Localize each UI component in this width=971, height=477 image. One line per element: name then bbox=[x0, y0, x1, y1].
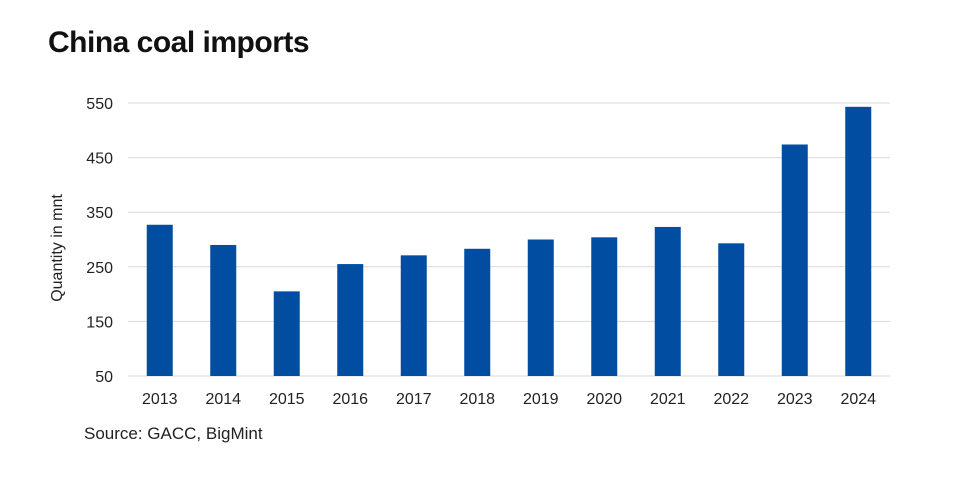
y-tick-label: 250 bbox=[86, 260, 113, 277]
source-note: Source: GACC, BigMint bbox=[84, 424, 263, 443]
x-tick-label: 2015 bbox=[269, 391, 305, 408]
bar-2020 bbox=[591, 237, 618, 376]
bar-2019 bbox=[527, 239, 554, 376]
bar-2016 bbox=[337, 264, 364, 376]
x-tick-label: 2014 bbox=[205, 391, 241, 408]
bar-2018 bbox=[464, 248, 491, 376]
gridlines bbox=[128, 102, 890, 377]
x-tick-label: 2023 bbox=[777, 391, 813, 408]
x-tick-label: 2022 bbox=[713, 391, 749, 408]
y-tick-label: 150 bbox=[86, 314, 113, 331]
x-axis-ticks: 2013 2014 2015 2016 2017 2018 2019 2020 2021 2022… bbox=[142, 391, 876, 408]
bars bbox=[146, 106, 872, 377]
y-axis-label: Quantity in mnt bbox=[49, 194, 66, 302]
bar-2015 bbox=[273, 291, 300, 376]
y-tick-label: 550 bbox=[86, 96, 113, 113]
bar-2013 bbox=[146, 224, 173, 376]
x-tick-label: 2020 bbox=[586, 391, 622, 408]
x-tick-label: 2013 bbox=[142, 391, 178, 408]
bar-2017 bbox=[400, 255, 427, 376]
bar-2022 bbox=[718, 243, 745, 376]
x-tick-label: 2016 bbox=[332, 391, 368, 408]
y-axis-ticks: 50 150 250 350 450 550 bbox=[86, 96, 113, 386]
x-tick-label: 2021 bbox=[650, 391, 686, 408]
bar-2024 bbox=[845, 106, 872, 377]
y-tick-label: 50 bbox=[95, 369, 113, 386]
x-tick-label: 2024 bbox=[840, 391, 876, 408]
chart-title: China coal imports bbox=[48, 26, 310, 59]
bar-2023 bbox=[781, 144, 808, 376]
y-tick-label: 450 bbox=[86, 151, 113, 168]
bar-2014 bbox=[210, 244, 237, 376]
bar-2021 bbox=[654, 226, 681, 376]
x-tick-label: 2017 bbox=[396, 391, 432, 408]
x-tick-label: 2018 bbox=[459, 391, 495, 408]
y-tick-label: 350 bbox=[86, 205, 113, 222]
x-tick-label: 2019 bbox=[523, 391, 559, 408]
